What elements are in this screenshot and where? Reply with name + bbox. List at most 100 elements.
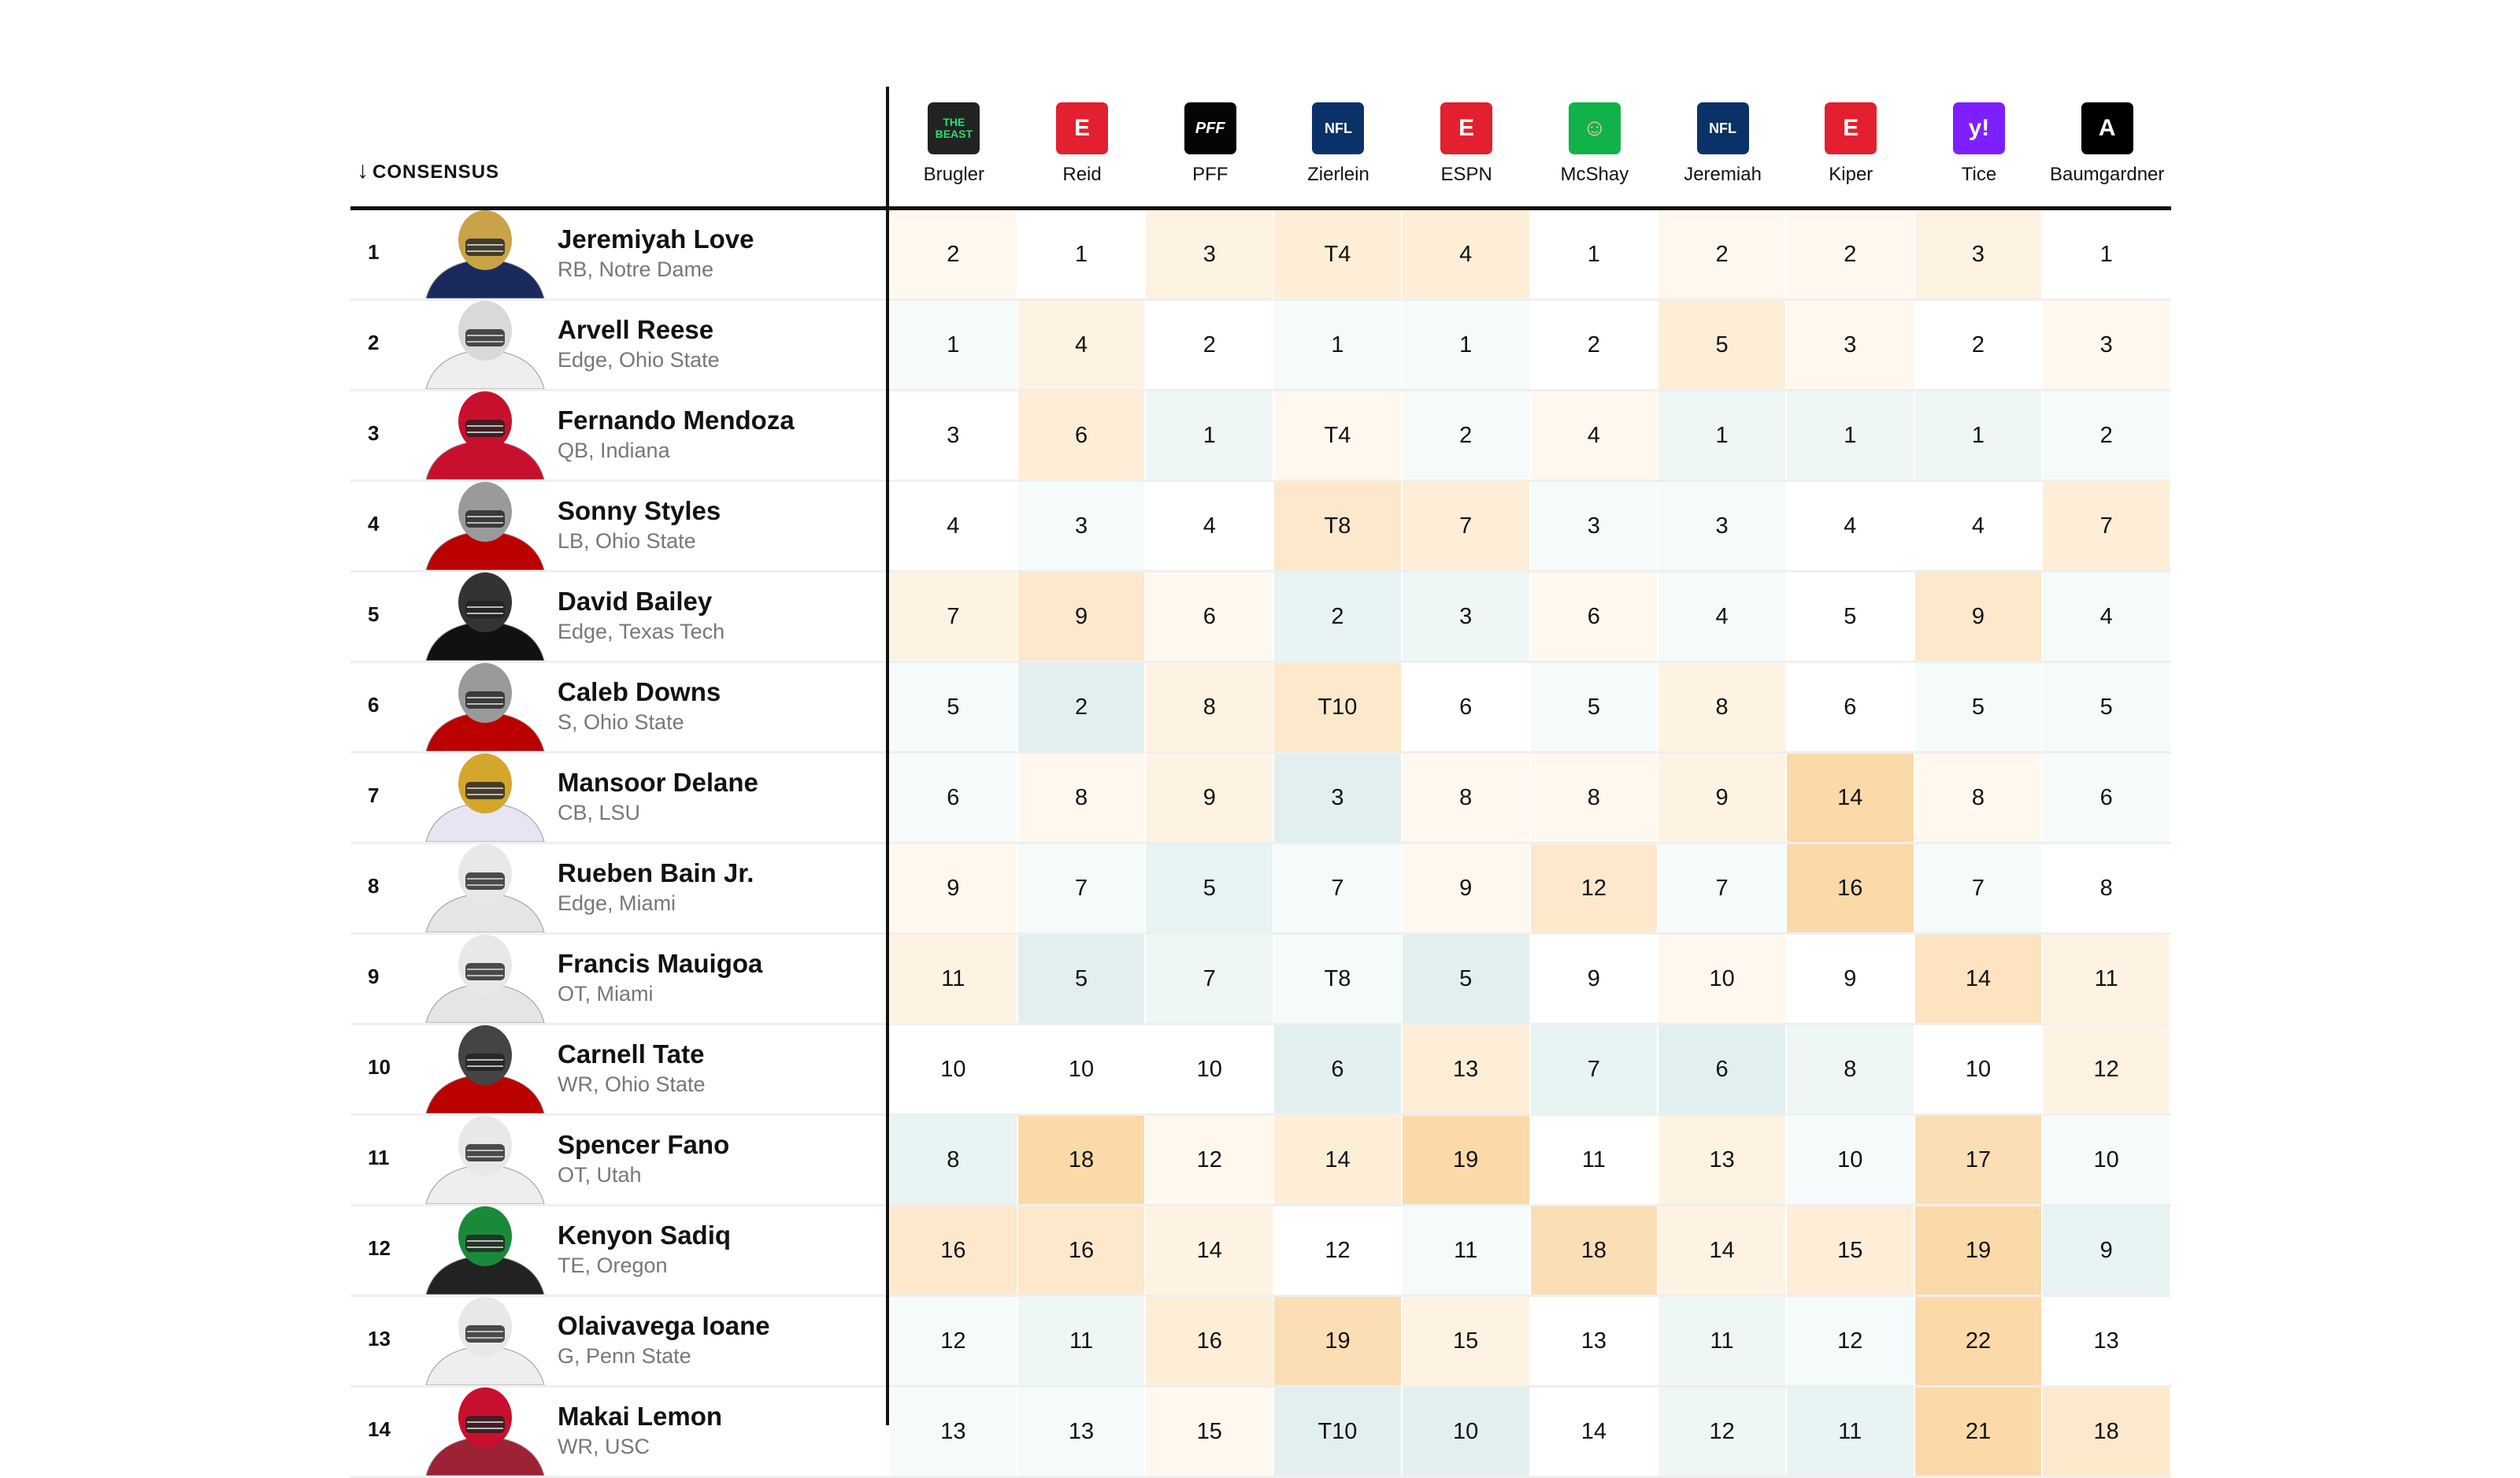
player-name[interactable]: Caleb Downs [558,677,721,706]
rank-cell-reid: 7 [1017,844,1147,932]
rank-cell-pff: 5 [1146,844,1275,932]
rank-cell-zierlein: T8 [1274,482,1403,570]
player-position-school: CB, LSU [558,801,641,824]
rank-cell-brugler: 1 [890,301,1018,389]
table-row[interactable]: 4 Sonny Styles LB, Ohio State 4 3 4 T8 7 3 3 4 4… [350,482,2172,572]
table-row[interactable]: 10 Carnell Tate WR, Ohio State 10 10 10 6 13… [350,1025,2172,1116]
rank-cell-zierlein: 14 [1274,1116,1403,1204]
player-position-school: QB, Indiana [558,439,670,462]
rank-cell-jeremiah: 6 [1658,1025,1787,1113]
rank-cell-tice: 14 [1914,935,2044,1023]
rank-cell-reid: 5 [1017,935,1147,1023]
player-name[interactable]: Mansoor Delane [558,768,758,797]
draft-rankings-table: ↓ CONSENSUS THE BEAST Brugler E Reid PFF PFF NF… [350,87,2172,1478]
consensus-rank: 8 [368,874,380,898]
player-photo [425,572,545,661]
mcshay-avatar-icon: ☺ [1568,102,1621,154]
table-row[interactable]: 3 Fernando Mendoza QB, Indiana 3 6 1 T4 2 4 1 1… [350,391,2172,482]
player-name[interactable]: Spencer Fano [558,1130,730,1159]
player-name[interactable]: Francis Mauigoa [558,949,763,978]
table-row[interactable]: 12 Kenyon Sadiq TE, Oregon 16 16 14 12 11 18 1… [350,1206,2172,1297]
rank-cell-jeremiah: 1 [1658,391,1787,480]
player-info: 12 Kenyon Sadiq TE, Oregon [350,1206,890,1295]
rank-cell-reid: 11 [1017,1297,1147,1385]
player-name[interactable]: Kenyon Sadiq [558,1221,732,1250]
table-row[interactable]: 13 Olaivavega Ioane G, Penn State 12 11 16… [350,1297,2172,1387]
player-name[interactable]: David Bailey [558,587,713,616]
rank-cell-jeremiah: 7 [1658,844,1787,932]
player-position-school: OT, Utah [558,1163,642,1187]
player-info: 9 Francis Mauigoa OT, Miami [350,935,890,1023]
consensus-rank: 7 [368,783,380,807]
rank-cell-espn: 1 [1402,301,1531,389]
table-row[interactable]: 8 Rueben Bain Jr. Edge, Miami 9 7 5 7 9 12 7 16… [350,844,2172,935]
player-name[interactable]: Sonny Styles [558,496,721,525]
rank-cell-baumgardner: 9 [2043,1206,2172,1295]
rank-cell-reid: 4 [1017,301,1147,389]
rank-cell-pff: 3 [1146,210,1275,298]
rank-cell-brugler: 16 [890,1206,1018,1295]
rank-cell-kiper: 11 [1786,1387,1915,1476]
rank-cell-brugler: 6 [890,754,1018,842]
rank-cell-pff: 14 [1146,1206,1275,1295]
rank-cell-pff: 8 [1146,663,1275,751]
table-row[interactable]: 6 Caleb Downs S, Ohio State 5 2 8 T10 6 5 8 6 5 5 [350,663,2172,754]
table-row[interactable]: 7 Mansoor Delane CB, LSU 6 8 9 3 8 8 9 14 8 6 [350,754,2172,844]
player-name[interactable]: Makai Lemon [558,1402,723,1431]
nfl-icon: NFL [1312,102,1365,154]
rank-cell-mcshay: 2 [1530,301,1659,389]
rank-cell-pff: 1 [1146,391,1275,480]
rank-cell-pff: 7 [1146,935,1275,1023]
rank-cell-tice: 8 [1914,754,2044,842]
column-label: Zierlein [1307,164,1369,185]
player-name[interactable]: Jeremiyah Love [558,224,754,254]
player-photo [425,1116,545,1204]
player-name[interactable]: Arvell Reese [558,315,714,344]
consensus-rank: 9 [368,965,380,988]
consensus-rank: 6 [368,693,380,717]
analyst-rank-cells: 6 8 9 3 8 8 9 14 8 6 [890,754,2172,842]
consensus-rank: 1 [368,240,380,264]
column-divider [886,87,889,1425]
analyst-rank-cells: 12 11 16 19 15 13 11 12 22 13 [890,1297,2172,1385]
rank-cell-baumgardner: 12 [2043,1025,2172,1113]
rank-cell-brugler: 5 [890,663,1018,751]
player-name[interactable]: Fernando Mendoza [558,406,795,435]
rank-cell-baumgardner: 11 [2043,935,2172,1023]
column-tice: y! Tice [1915,87,2044,206]
rank-cell-brugler: 4 [890,482,1018,570]
rank-cell-pff: 10 [1146,1025,1275,1113]
rank-cell-reid: 1 [1017,210,1147,298]
table-row[interactable]: 11 Spencer Fano OT, Utah 8 18 12 14 19 11 13 10… [350,1116,2172,1206]
player-position-school: WR, USC [558,1435,650,1458]
rank-cell-kiper: 4 [1786,482,1915,570]
table-row[interactable]: 14 Makai Lemon WR, USC 13 13 15 T10 10 14 12 11… [350,1387,2172,1478]
consensus-rank: 12 [368,1236,391,1260]
player-name[interactable]: Olaivavega Ioane [558,1311,770,1340]
rank-cell-jeremiah: 3 [1658,482,1787,570]
rank-cell-jeremiah: 8 [1658,663,1787,751]
rank-cell-pff: 9 [1146,754,1275,842]
column-label: McShay [1560,164,1629,185]
analyst-columns: THE BEAST Brugler E Reid PFF PFF NFL Zierlein E E… [890,87,2171,206]
rank-cell-zierlein: 12 [1274,1206,1403,1295]
rank-cell-kiper: 10 [1786,1116,1915,1204]
player-name[interactable]: Carnell Tate [558,1039,705,1069]
rank-cell-reid: 8 [1017,754,1147,842]
the-athletic-icon: A [2081,102,2133,154]
table-row[interactable]: 1 Jeremiyah Love RB, Notre Dame 2 1 3 T4 4 1 2… [350,210,2172,301]
rank-cell-kiper: 3 [1786,301,1915,389]
rank-cell-brugler: 10 [890,1025,1018,1113]
rank-cell-espn: 11 [1402,1206,1531,1295]
player-rows: 1 Jeremiyah Love RB, Notre Dame 2 1 3 T4 4 1 2… [350,210,2172,1478]
player-name[interactable]: Rueben Bain Jr. [558,858,754,887]
rank-cell-tice: 1 [1914,391,2044,480]
table-row[interactable]: 9 Francis Mauigoa OT, Miami 11 5 7 T8 5 9 10 9 1… [350,935,2172,1025]
rank-cell-mcshay: 4 [1530,391,1659,480]
rank-cell-mcshay: 1 [1530,210,1659,298]
rank-cell-tice: 2 [1914,301,2044,389]
consensus-sort-header[interactable]: ↓ CONSENSUS [357,157,499,184]
column-espn: E ESPN [1403,87,1531,206]
